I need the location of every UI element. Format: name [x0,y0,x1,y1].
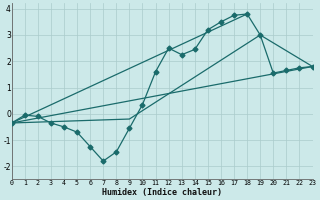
X-axis label: Humidex (Indice chaleur): Humidex (Indice chaleur) [102,188,222,197]
